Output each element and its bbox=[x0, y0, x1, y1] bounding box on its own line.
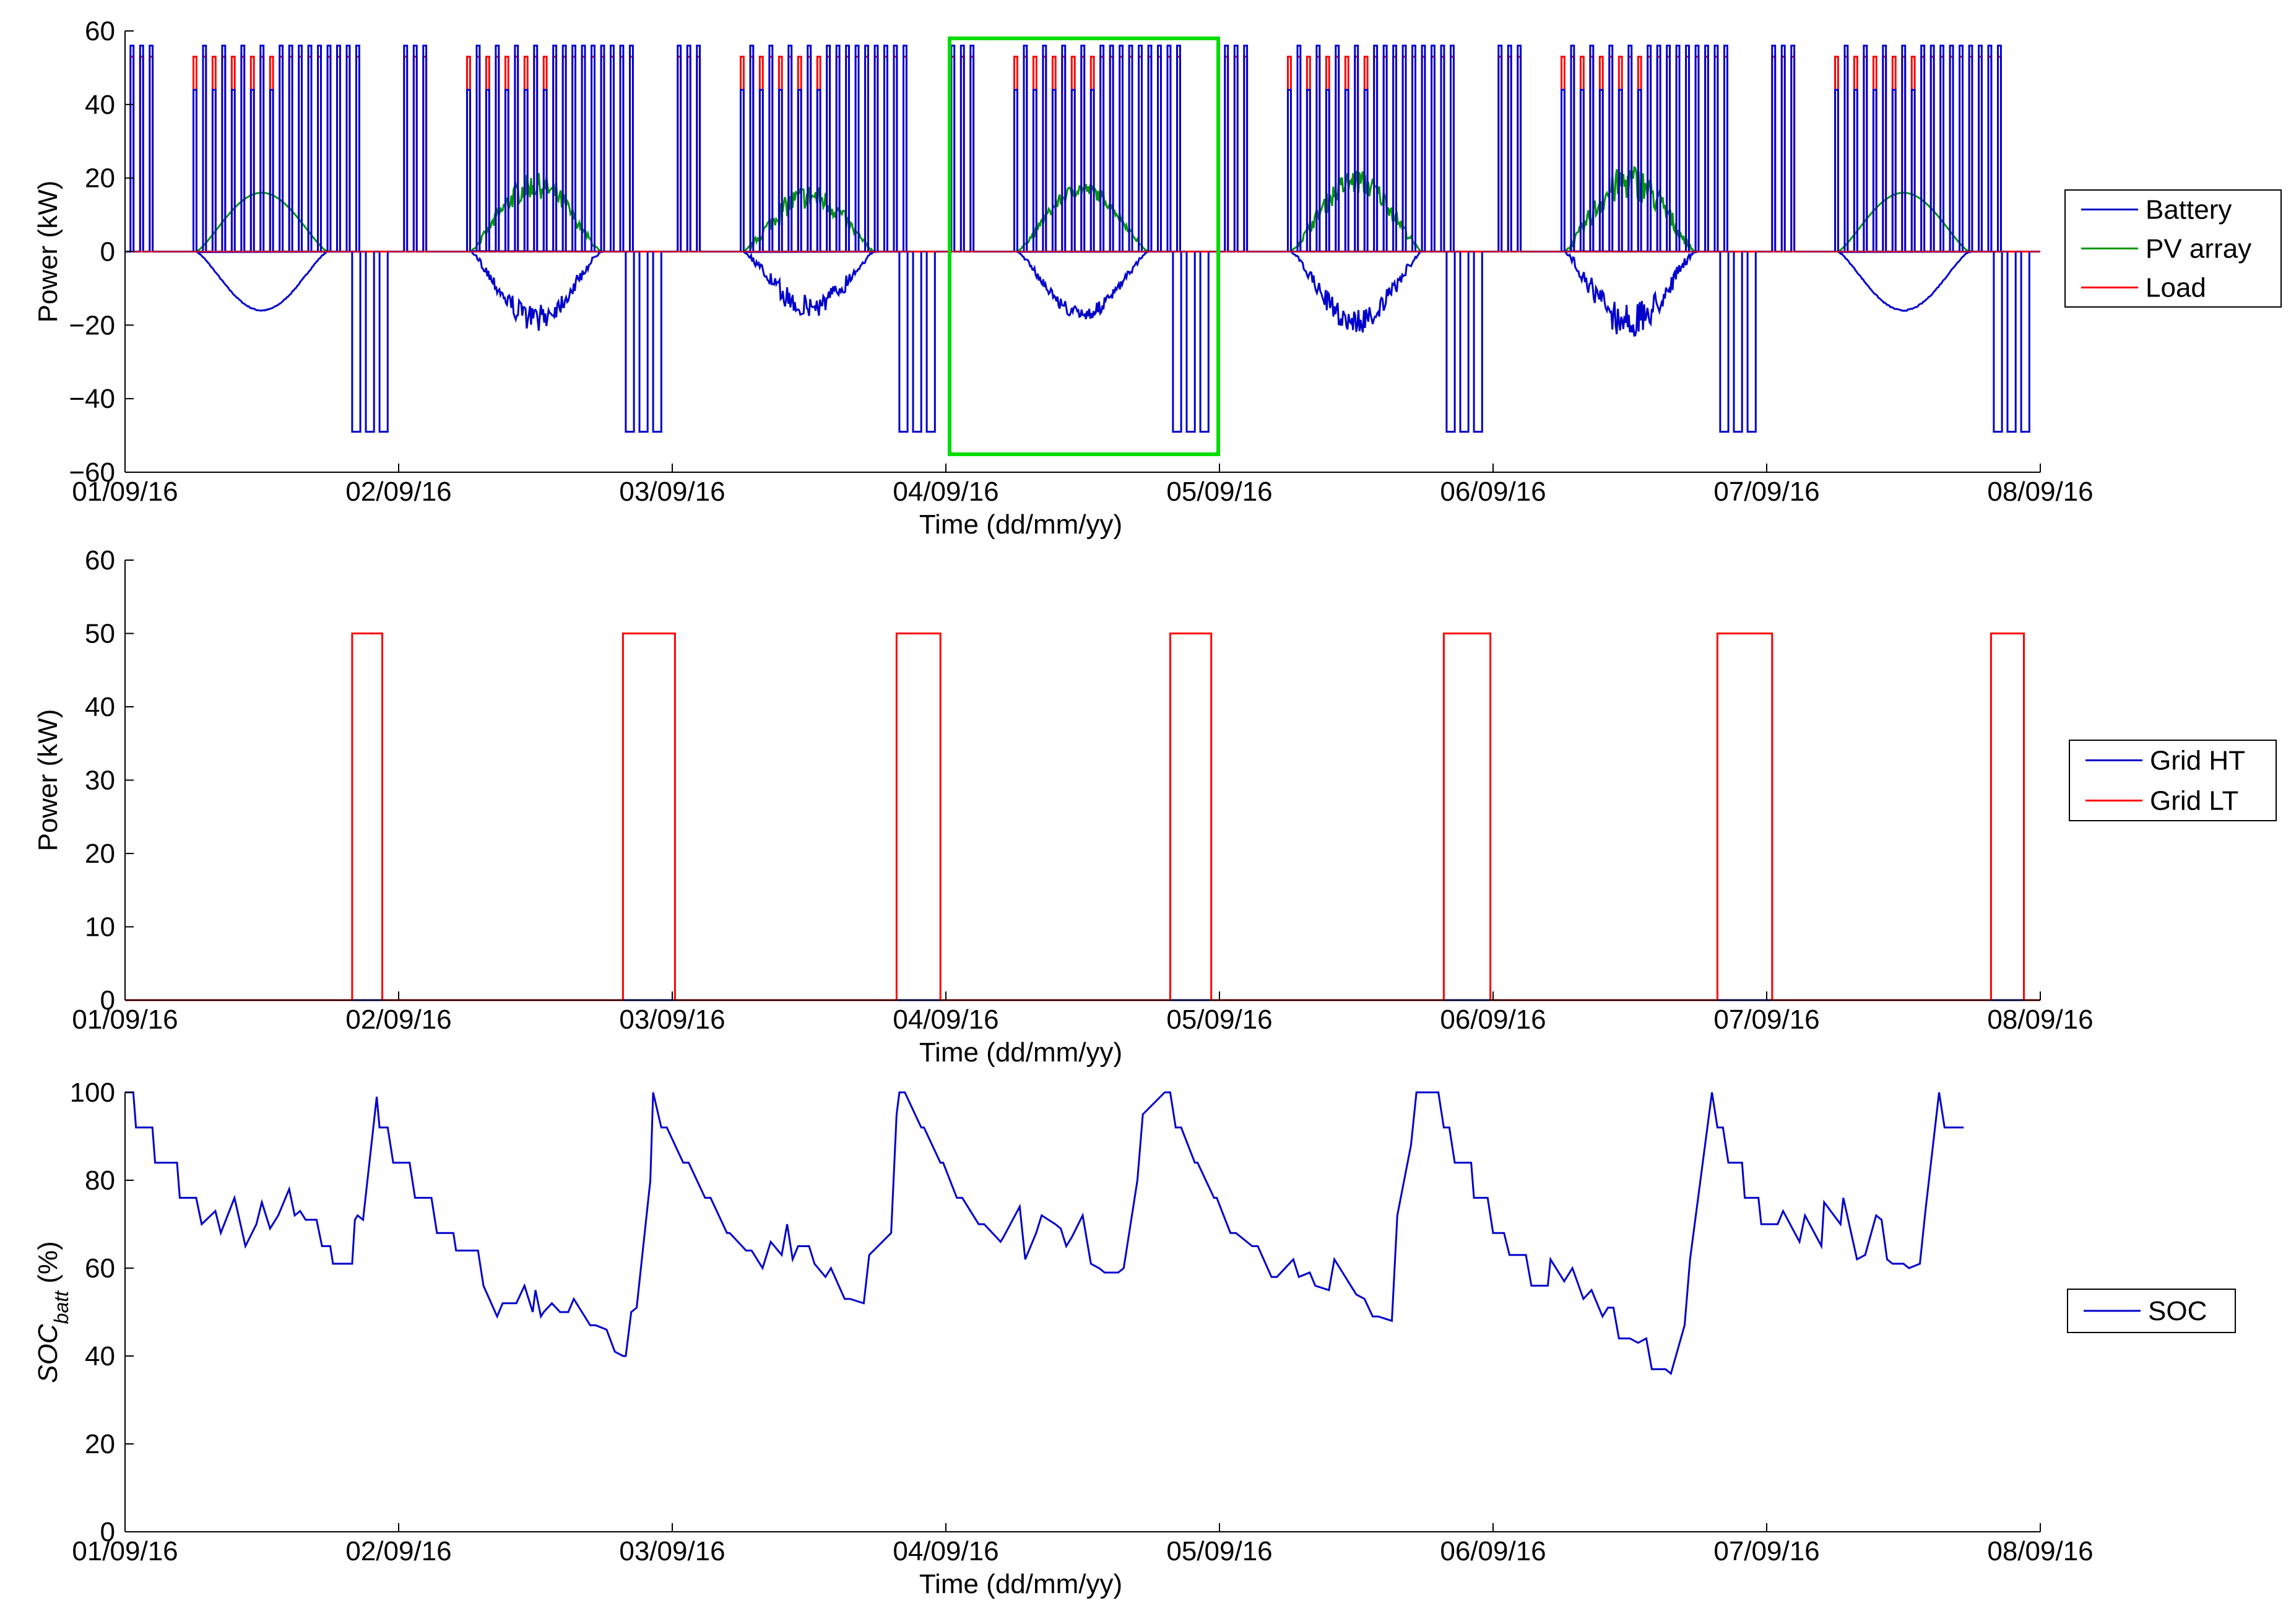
y-tick-label: 80 bbox=[85, 1165, 115, 1196]
x-axis-title: Time (dd/mm/yy) bbox=[919, 1037, 1122, 1068]
y-tick-label: −60 bbox=[69, 457, 115, 488]
highlight-window-box bbox=[948, 37, 1220, 456]
x-tick-label: 05/09/16 bbox=[1166, 1004, 1272, 1035]
chart-power-flows: −60 −40 −20 0 20 40 60 01/09/16 02/09/16 03/09/16… bbox=[33, 16, 2282, 540]
legend-label-grid-ht: Grid HT bbox=[2150, 746, 2245, 776]
grid-series-lines bbox=[125, 633, 2040, 1001]
y-tick-label: 60 bbox=[85, 16, 115, 46]
y-tick-label: −40 bbox=[69, 384, 115, 414]
y-axis-title: SOCbatt (%) bbox=[33, 1241, 72, 1383]
x-tick-label: 08/09/16 bbox=[1987, 1004, 2093, 1035]
soc-legend: SOC bbox=[2067, 1289, 2236, 1333]
x-tick-label: 06/09/16 bbox=[1440, 477, 1546, 507]
x-tick-label: 05/09/16 bbox=[1166, 477, 1272, 507]
chart-grid-power: 0 10 20 30 40 50 60 01/09/16 02/09/16 03/09/16 04/… bbox=[33, 545, 2277, 1068]
y-tick-label: 60 bbox=[85, 1253, 115, 1284]
x-tick-label: 07/09/16 bbox=[1713, 1004, 1819, 1035]
pv-array-line-day-7 bbox=[1835, 191, 1972, 253]
pv-array-line-day-5 bbox=[1288, 171, 1425, 253]
x-tick-label: 02/09/16 bbox=[345, 1004, 451, 1035]
x-tick-label: 01/09/16 bbox=[72, 1536, 178, 1566]
y-tick-label: 20 bbox=[85, 163, 115, 194]
x-tick-label: 01/09/16 bbox=[72, 477, 178, 507]
battery-line bbox=[125, 45, 2040, 433]
x-axis-title: Time (dd/mm/yy) bbox=[919, 509, 1122, 540]
y-axis-title: Power (kW) bbox=[33, 709, 63, 852]
y-tick-label: 30 bbox=[85, 766, 115, 796]
legend-label-grid-lt: Grid LT bbox=[2150, 786, 2238, 816]
y-tick-label: 40 bbox=[85, 692, 115, 722]
pv-array-line-day-1 bbox=[193, 191, 331, 253]
legend-label-battery: Battery bbox=[2146, 195, 2232, 225]
pv-array-line-day-6 bbox=[1561, 165, 1699, 253]
y-tick-label: 60 bbox=[85, 545, 115, 576]
x-tick-label: 02/09/16 bbox=[345, 1536, 451, 1566]
y-tick-label: 0 bbox=[100, 237, 115, 267]
pv-array-line-day-2 bbox=[467, 173, 604, 253]
chart-battery-soc: 0 20 40 60 80 100 01/09/16 02/09/16 03/09/16 04/0… bbox=[33, 1078, 2236, 1599]
x-tick-label: 02/09/16 bbox=[345, 477, 451, 507]
x-tick-label: 04/09/16 bbox=[893, 477, 998, 507]
grid-lt-line bbox=[125, 633, 2040, 1001]
y-tick-label: 10 bbox=[85, 912, 115, 943]
y-tick-label: 0 bbox=[100, 1517, 115, 1547]
x-tick-label: 07/09/16 bbox=[1713, 1536, 1819, 1566]
y-tick-label: −20 bbox=[69, 310, 115, 340]
y-tick-label: 20 bbox=[85, 839, 115, 869]
legend-label-soc: SOC bbox=[2148, 1296, 2207, 1326]
legend-label-pv-array: PV array bbox=[2146, 234, 2251, 264]
soc-axes: 0 20 40 60 80 100 01/09/16 02/09/16 03/09/16 04/0… bbox=[33, 1078, 2094, 1599]
pv-array-line-day-4 bbox=[1014, 184, 1151, 253]
power-legend: Battery PV array Load bbox=[2064, 189, 2282, 308]
y-tick-label: 0 bbox=[100, 985, 115, 1016]
pv-array-line-day-3 bbox=[740, 186, 878, 253]
y-tick-label: 50 bbox=[85, 619, 115, 649]
x-tick-label: 08/09/16 bbox=[1987, 477, 2093, 507]
legend-box bbox=[2069, 740, 2277, 821]
x-tick-label: 06/09/16 bbox=[1440, 1004, 1546, 1035]
power-series-lines bbox=[125, 37, 2040, 456]
x-tick-label: 06/09/16 bbox=[1440, 1536, 1546, 1566]
x-tick-label: 03/09/16 bbox=[619, 1004, 725, 1035]
y-tick-label: 20 bbox=[85, 1429, 115, 1459]
x-tick-label: 04/09/16 bbox=[893, 1536, 998, 1566]
soc-line bbox=[125, 1091, 1964, 1375]
x-axis-title: Time (dd/mm/yy) bbox=[919, 1569, 1122, 1599]
legend-label-load: Load bbox=[2146, 273, 2206, 303]
x-tick-label: 05/09/16 bbox=[1166, 1536, 1272, 1566]
x-tick-label: 04/09/16 bbox=[893, 1004, 998, 1035]
y-tick-label: 40 bbox=[85, 1341, 115, 1371]
x-tick-label: 08/09/16 bbox=[1987, 1536, 2093, 1566]
y-tick-label: 100 bbox=[70, 1078, 115, 1108]
grid-legend: Grid HT Grid LT bbox=[2069, 740, 2277, 821]
x-tick-label: 01/09/16 bbox=[72, 1004, 178, 1035]
soc-series-lines bbox=[125, 1091, 1964, 1375]
y-tick-label: 40 bbox=[85, 90, 115, 120]
x-tick-label: 07/09/16 bbox=[1713, 477, 1819, 507]
y-axis-title: Power (kW) bbox=[33, 181, 63, 323]
x-tick-label: 03/09/16 bbox=[619, 1536, 725, 1566]
power-axes: −60 −40 −20 0 20 40 60 01/09/16 02/09/16 03/09/16… bbox=[33, 16, 2094, 540]
x-tick-label: 03/09/16 bbox=[619, 477, 725, 507]
load-line bbox=[125, 56, 2040, 253]
grid-axes: 0 10 20 30 40 50 60 01/09/16 02/09/16 03/09/16 04/… bbox=[33, 545, 2094, 1068]
